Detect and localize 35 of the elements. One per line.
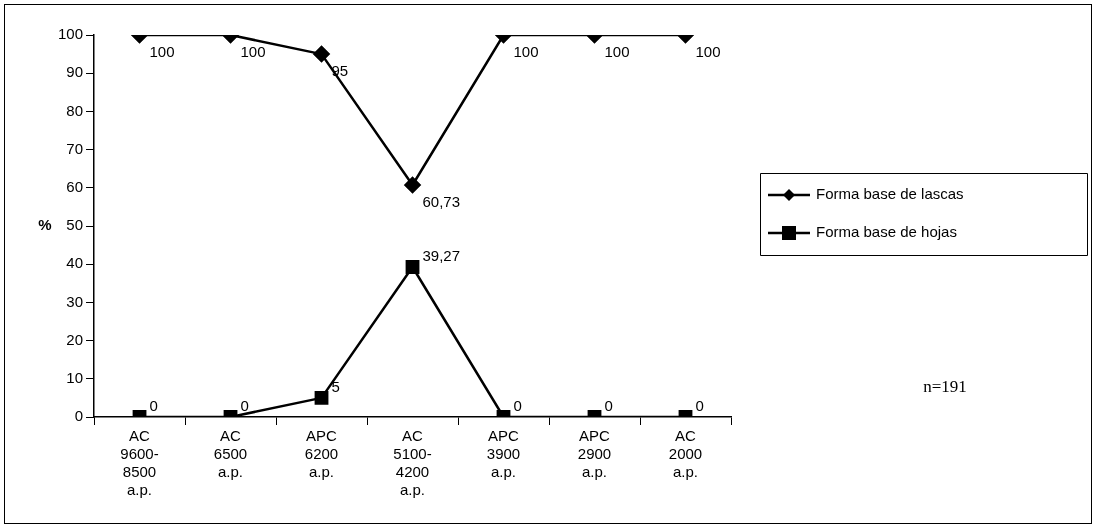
legend-label: Forma base de hojas xyxy=(816,223,957,241)
x-tick-label: APC 6200 a.p. xyxy=(304,427,339,481)
data-label: 100 xyxy=(149,43,175,61)
y-tick-label: 80 xyxy=(66,101,84,119)
data-label: 0 xyxy=(604,397,613,415)
x-tick-label: APC 2900 a.p. xyxy=(577,427,612,481)
data-label: 0 xyxy=(695,397,704,415)
data-label: 100 xyxy=(240,43,266,61)
y-tick-label: 60 xyxy=(66,177,84,195)
y-tick-label: 20 xyxy=(66,330,84,348)
y-tick-label: 30 xyxy=(66,292,84,310)
y-tick-label: 40 xyxy=(66,254,84,272)
x-tick-label: APC 3900 a.p. xyxy=(486,427,521,481)
data-label: 0 xyxy=(240,397,249,415)
y-axis-title: % xyxy=(38,216,52,234)
y-tick-label: 50 xyxy=(66,216,84,234)
y-tick-label: 70 xyxy=(66,139,84,157)
x-tick-label: AC 2000 a.p. xyxy=(668,427,703,481)
data-label: 60,73 xyxy=(422,193,461,211)
y-tick-label: 90 xyxy=(66,63,84,81)
y-tick-label: 100 xyxy=(58,25,84,43)
y-tick-label: 10 xyxy=(66,368,84,386)
data-label: 0 xyxy=(149,397,158,415)
x-tick-label: AC 9600- 8500 a.p. xyxy=(120,427,159,499)
data-label: 100 xyxy=(513,43,539,61)
y-tick-label: 0 xyxy=(74,407,84,425)
x-tick-label: AC 5100- 4200 a.p. xyxy=(393,427,432,499)
data-label: 100 xyxy=(604,43,630,61)
legend-label: Forma base de lascas xyxy=(816,185,964,203)
data-label: 100 xyxy=(695,43,721,61)
data-label: 5 xyxy=(331,378,340,396)
data-label: 0 xyxy=(513,397,522,415)
text: n=191 xyxy=(923,377,967,397)
x-tick-label: AC 6500 a.p. xyxy=(213,427,248,481)
data-label: 39,27 xyxy=(422,247,461,265)
